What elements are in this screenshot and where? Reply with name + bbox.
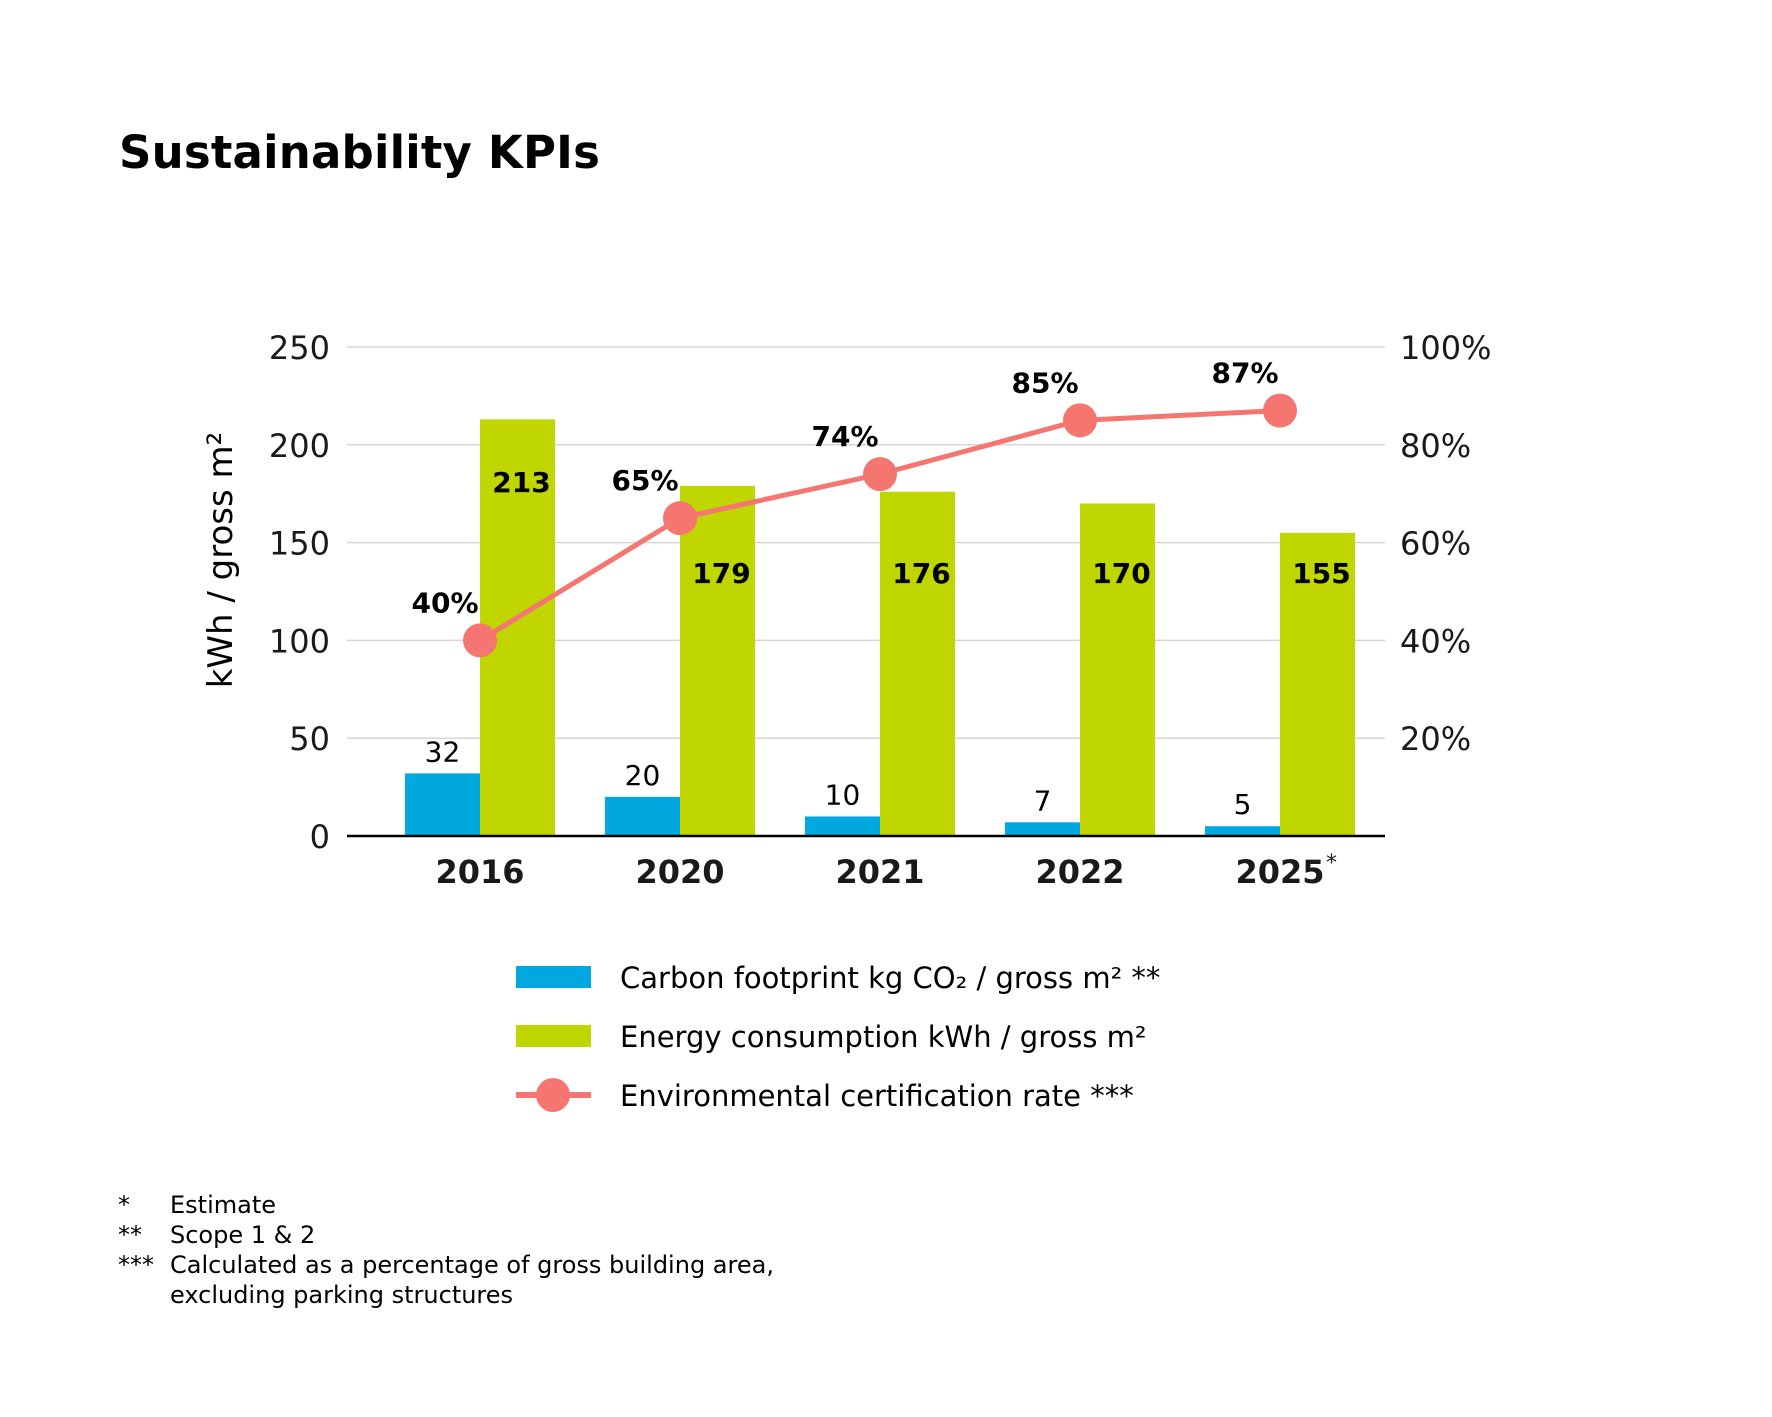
y-tick-label: 0 (310, 818, 330, 856)
x-tick-mark: * (1326, 851, 1337, 876)
footnote-row: * Estimate (118, 1190, 774, 1220)
legend-label: Environmental certification rate *** (620, 1079, 1134, 1113)
right-axis-ticks: 20% 40% 60% 80% 100% (1400, 329, 1491, 758)
certification-label: 65% (611, 464, 678, 497)
certification-label: 74% (811, 420, 878, 453)
carbon-bar-label: 20 (625, 759, 661, 792)
legend-label: Energy consumption kWh / gross m² (620, 1020, 1147, 1054)
footnote-row: ** Scope 1 & 2 (118, 1220, 774, 1250)
x-tick-label: 2022 (1035, 853, 1124, 891)
x-tick-label: 2025 (1235, 853, 1324, 891)
footnote-mark: ** (118, 1221, 142, 1249)
footnote-row: *** Calculated as a percentage of gross b… (118, 1250, 774, 1310)
left-axis-ticks: 0 50 100 150 200 250 (269, 329, 330, 856)
bars (405, 419, 1355, 836)
energy-bar (1280, 532, 1355, 836)
carbon-bar (1205, 826, 1280, 836)
y-tick-label: 250 (269, 329, 330, 367)
energy-bar-label: 179 (692, 557, 750, 590)
x-tick-label: 2021 (835, 853, 924, 891)
y2-tick-label: 60% (1400, 525, 1471, 563)
certification-point (663, 501, 697, 536)
carbon-bar (805, 816, 880, 836)
y-axis-label: kWh / gross m² (201, 432, 241, 689)
carbon-bar-label: 10 (825, 778, 861, 811)
footnote-text: Calculated as a percentage of gross buil… (170, 1251, 774, 1309)
energy-bar-label: 170 (1092, 557, 1150, 590)
energy-bar-label: 155 (1292, 557, 1350, 590)
y2-tick-label: 20% (1400, 720, 1471, 758)
certification-line (463, 393, 1297, 658)
carbon-bar-label: 5 (1234, 788, 1252, 821)
legend: Carbon footprint kg CO₂ / gross m² ** Ene… (516, 961, 1160, 1113)
chart-title: Sustainability KPIs (119, 126, 601, 179)
x-tick-label: 2016 (435, 853, 524, 891)
energy-bar-label: 176 (892, 557, 950, 590)
energy-bar (480, 419, 555, 836)
certification-label: 87% (1211, 357, 1278, 390)
certification-point (463, 623, 497, 658)
x-axis-ticks: 2016 2020 2021 2022 2025 * (435, 851, 1337, 891)
y2-tick-label: 80% (1400, 427, 1471, 465)
energy-bar-label: 213 (492, 466, 550, 499)
legend-swatch-energy (516, 1025, 591, 1047)
y-tick-label: 150 (269, 525, 330, 563)
carbon-bar (605, 796, 680, 836)
data-labels: 32 213 20 179 10 176 7 170 5 155 40% 65% 74% 85% 87% (411, 357, 1350, 822)
carbon-bar (405, 773, 480, 836)
y2-tick-label: 40% (1400, 622, 1471, 660)
legend-swatch-point (536, 1078, 570, 1112)
energy-bar (680, 485, 755, 836)
legend-swatch-carbon (516, 966, 591, 988)
footnote-mark: * (118, 1191, 130, 1219)
y-tick-label: 200 (269, 427, 330, 465)
carbon-bar-label: 32 (425, 735, 461, 768)
footnotes: * Estimate ** Scope 1 & 2 *** Calculated as a… (118, 1190, 774, 1310)
energy-bar (1080, 503, 1155, 836)
legend-label: Carbon footprint kg CO₂ / gross m² ** (620, 961, 1160, 995)
y-tick-label: 100 (269, 622, 330, 660)
certification-point (1063, 403, 1097, 438)
y-tick-label: 50 (289, 720, 330, 758)
certification-point (863, 457, 897, 492)
footnote-text: Scope 1 & 2 (170, 1221, 316, 1249)
footnote-text: Estimate (170, 1191, 277, 1219)
certification-label: 40% (411, 586, 478, 619)
carbon-bar (1005, 822, 1080, 836)
certification-label: 85% (1011, 366, 1078, 399)
y2-tick-label: 100% (1400, 329, 1491, 367)
footnote-mark: *** (118, 1251, 154, 1279)
certification-point (1263, 393, 1297, 428)
x-tick-label: 2020 (635, 853, 724, 891)
energy-bar (880, 491, 955, 836)
carbon-bar-label: 7 (1034, 784, 1052, 817)
